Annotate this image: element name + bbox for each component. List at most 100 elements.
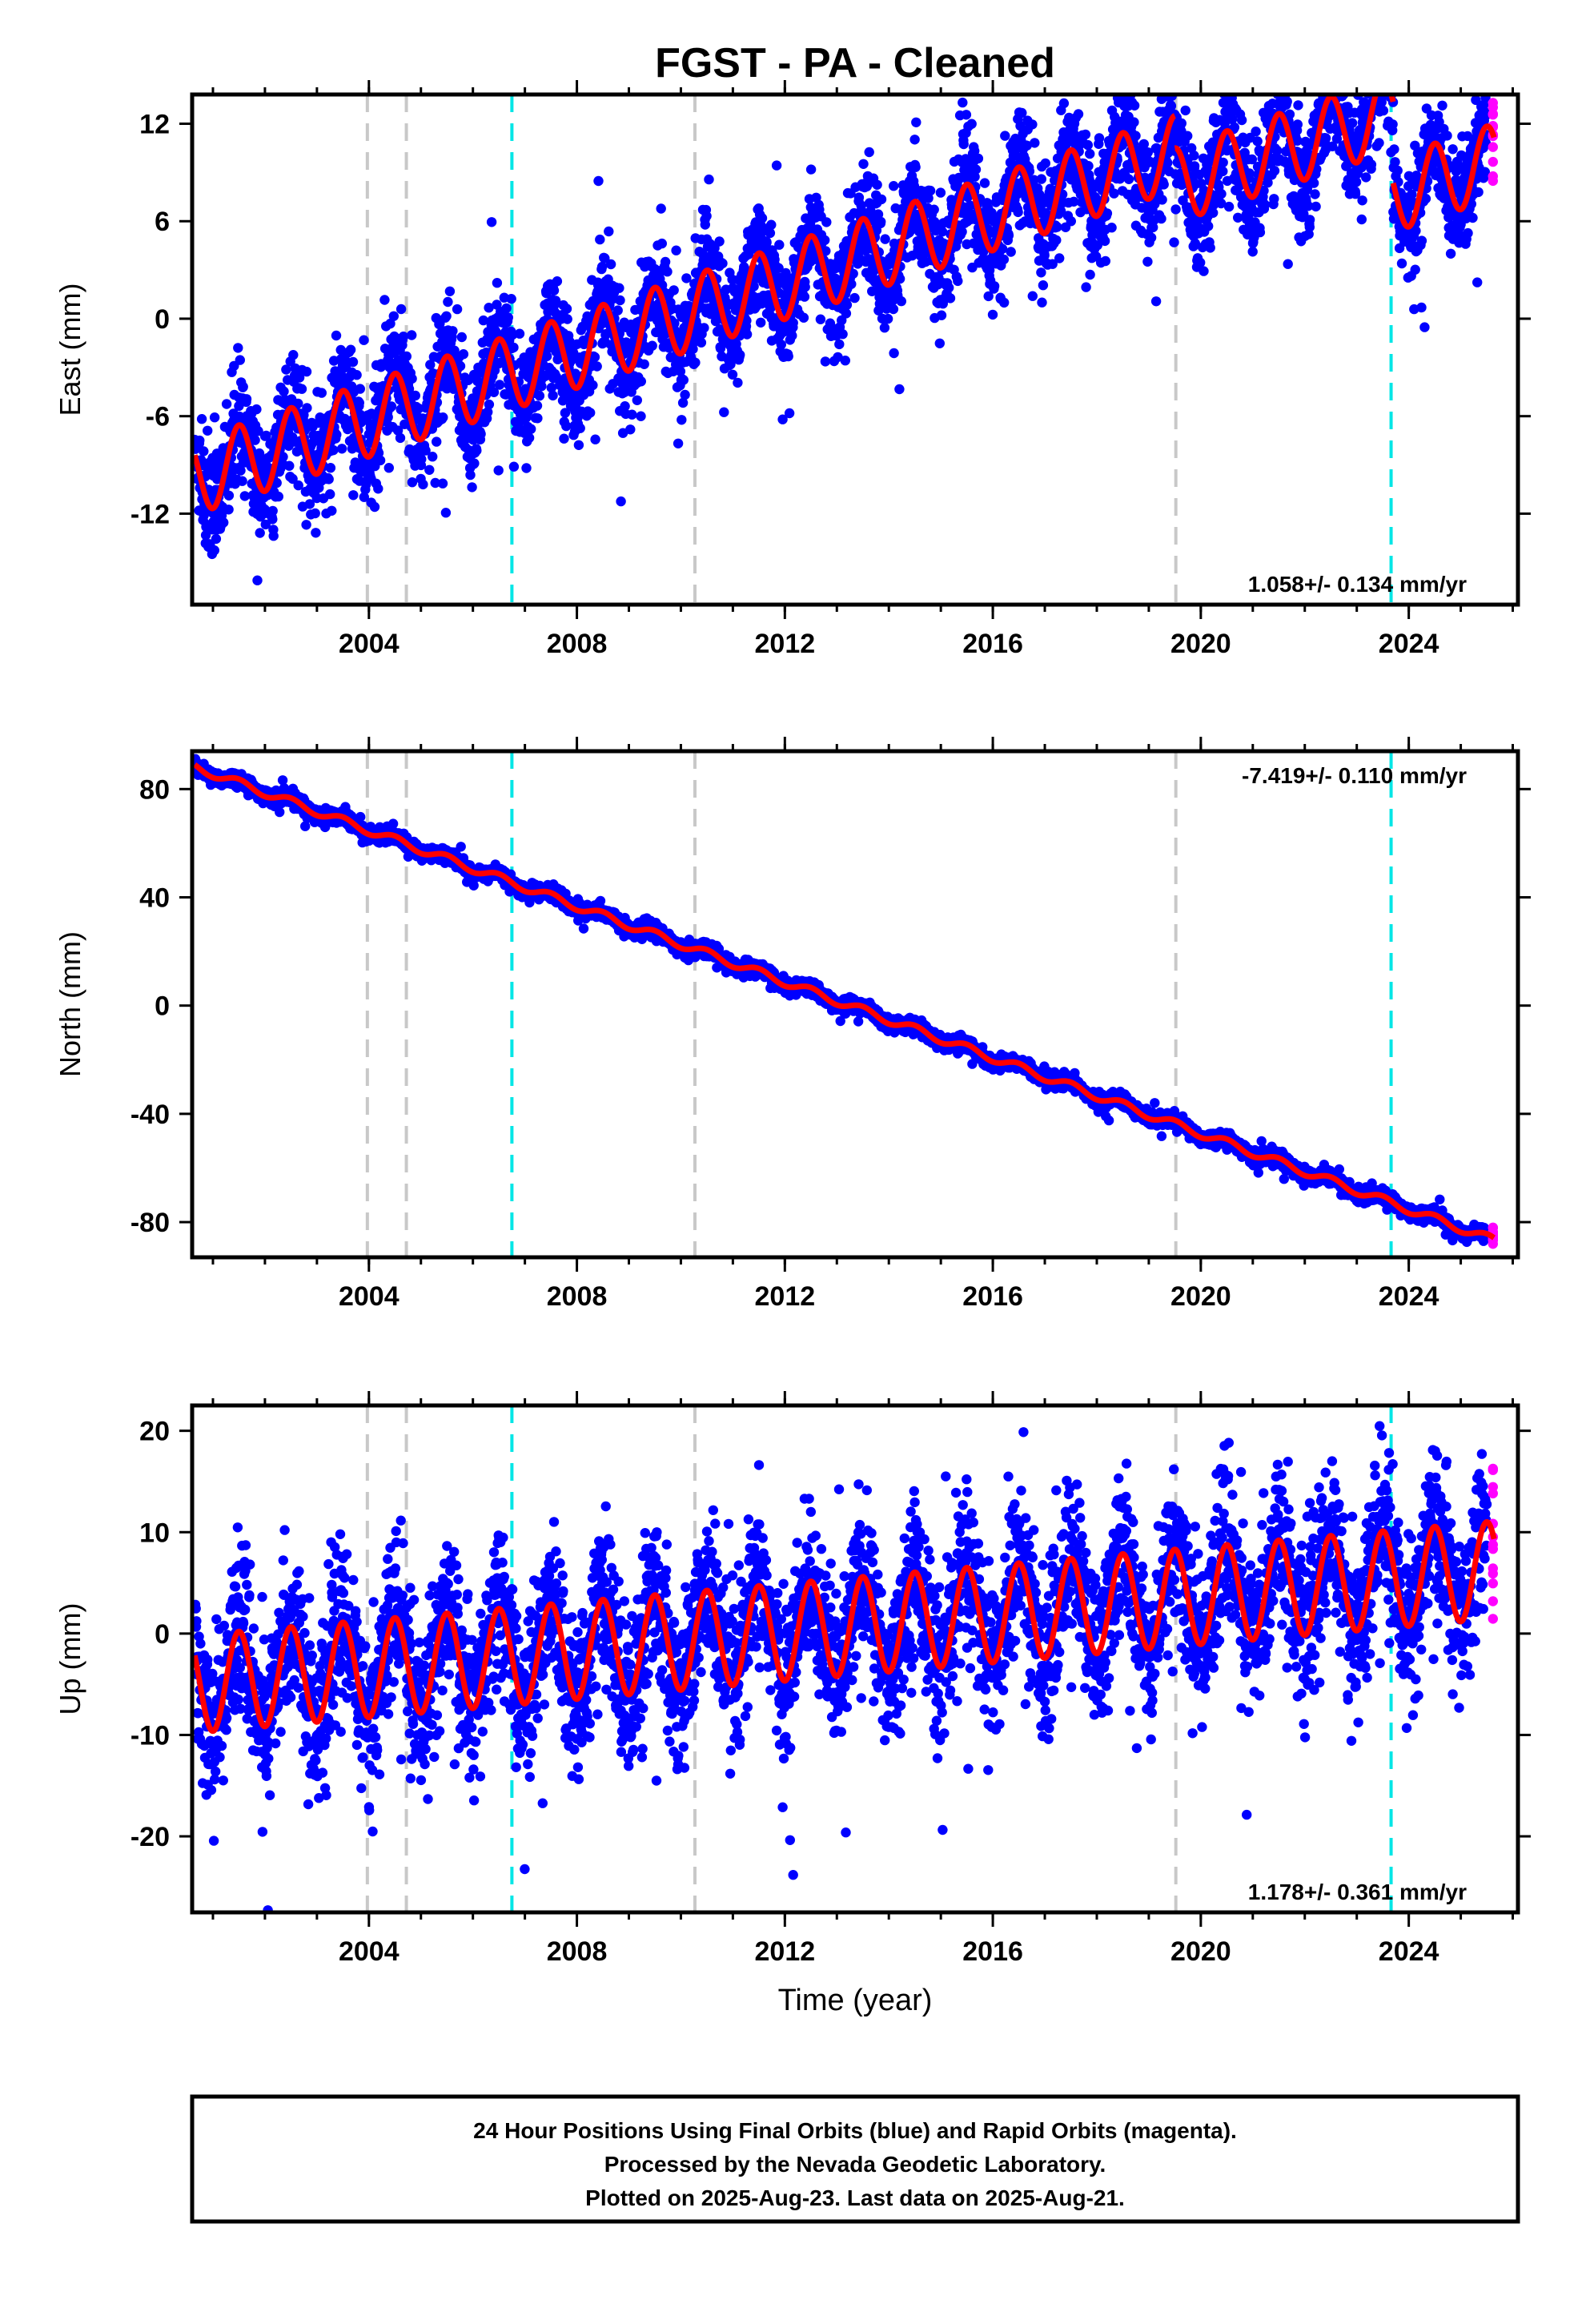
final-orbit-point	[1169, 237, 1179, 247]
final-orbit-point	[849, 292, 860, 304]
final-orbit-point	[486, 217, 497, 227]
final-orbit-point	[678, 375, 689, 385]
final-orbit-point	[424, 464, 435, 475]
final-orbit-point	[819, 235, 830, 246]
final-orbit-point	[934, 338, 946, 348]
final-orbit-point	[600, 253, 610, 263]
final-orbit-point	[238, 381, 248, 392]
final-orbit-point	[1396, 258, 1407, 269]
final-orbit-point	[211, 533, 222, 545]
final-orbit-point	[261, 430, 271, 441]
final-orbit-point	[1051, 235, 1062, 246]
final-orbit-point	[373, 484, 383, 494]
final-orbit-point	[1311, 201, 1321, 212]
final-orbit-point	[1189, 151, 1199, 161]
final-orbit-point	[1203, 221, 1214, 231]
final-orbit-point	[1368, 81, 1378, 90]
final-orbit-point	[639, 359, 649, 369]
final-orbit-point	[627, 409, 637, 420]
final-orbit-point	[1027, 119, 1038, 130]
final-orbit-point	[889, 181, 899, 191]
final-orbit-point	[1376, 65, 1386, 74]
final-orbit-point	[1375, 6, 1384, 15]
final-orbit-point	[199, 446, 209, 456]
final-orbit-point	[301, 366, 312, 377]
final-orbit-point	[1081, 282, 1091, 292]
final-orbit-point	[821, 217, 832, 227]
final-orbit-point	[1180, 105, 1191, 116]
final-orbit-point	[1315, 73, 1325, 82]
final-orbit-point	[219, 517, 229, 528]
final-orbit-point	[699, 323, 709, 333]
final-orbit-point	[1373, 70, 1383, 79]
final-orbit-point	[1099, 235, 1110, 247]
final-orbit-point	[488, 387, 500, 397]
final-orbit-point	[492, 278, 503, 288]
final-orbit-point	[973, 153, 984, 164]
final-orbit-point	[373, 448, 384, 458]
final-orbit-point	[593, 175, 604, 187]
final-orbit-point	[596, 261, 608, 272]
final-orbit-point	[588, 380, 598, 391]
final-orbit-point	[541, 351, 552, 362]
final-orbit-point	[1283, 259, 1293, 269]
final-orbit-point	[1073, 109, 1084, 119]
final-orbit-point	[1085, 148, 1095, 159]
final-orbit-point	[239, 491, 250, 501]
final-orbit-point	[834, 339, 845, 350]
final-orbit-point	[757, 213, 768, 223]
final-orbit-point	[735, 349, 745, 360]
y-tick-label: 6	[155, 207, 170, 237]
final-orbit-point	[1121, 82, 1130, 92]
final-orbit-point	[294, 372, 305, 383]
final-orbit-point	[1384, 39, 1394, 49]
final-orbit-point	[288, 350, 299, 360]
final-orbit-point	[546, 383, 556, 393]
final-orbit-point	[1273, 58, 1283, 68]
final-orbit-point	[585, 408, 596, 418]
final-orbit-point	[880, 234, 890, 244]
final-orbit-point	[876, 216, 886, 227]
final-orbit-point	[566, 355, 576, 366]
final-orbit-point	[1003, 230, 1014, 241]
final-orbit-point	[251, 404, 262, 415]
final-orbit-point	[1328, 74, 1338, 83]
x-tick-label: 2012	[755, 629, 816, 659]
final-orbit-point	[1236, 115, 1247, 126]
final-orbit-point	[1270, 56, 1279, 66]
final-orbit-point	[1339, 62, 1349, 71]
final-orbit-point	[953, 275, 963, 287]
final-orbit-point	[717, 258, 728, 269]
x-tick-label: 2016	[962, 629, 1023, 659]
final-orbit-point	[1282, 80, 1291, 90]
final-orbit-point	[616, 496, 626, 507]
final-orbit-point	[1383, 41, 1393, 50]
y-tick-label: 12	[139, 110, 170, 140]
final-orbit-point	[1324, 51, 1334, 61]
y-tick-label: 0	[155, 304, 170, 335]
final-orbit-point	[327, 505, 337, 516]
final-orbit-point	[1100, 255, 1111, 267]
final-orbit-point	[1058, 98, 1070, 109]
final-orbit-point	[465, 469, 476, 480]
final-orbit-point	[401, 351, 412, 362]
final-orbit-point	[548, 390, 558, 401]
final-orbit-point	[864, 147, 874, 158]
final-orbit-point	[1360, 82, 1370, 91]
final-orbit-point	[636, 411, 646, 421]
final-orbit-point	[1226, 84, 1235, 94]
final-orbit-point	[1038, 280, 1049, 291]
final-orbit-point	[1319, 70, 1328, 79]
final-orbit-point	[1371, 52, 1381, 62]
final-orbit-point	[1161, 66, 1170, 76]
final-orbit-point	[1013, 207, 1023, 218]
final-orbit-point	[1379, 69, 1389, 78]
final-orbit-point	[532, 400, 543, 411]
final-orbit-point	[1000, 131, 1010, 141]
final-orbit-point	[375, 455, 386, 466]
final-orbit-point	[1080, 129, 1091, 140]
final-orbit-point	[1066, 216, 1077, 227]
final-orbit-point	[1480, 79, 1490, 89]
final-orbit-point	[548, 285, 560, 296]
